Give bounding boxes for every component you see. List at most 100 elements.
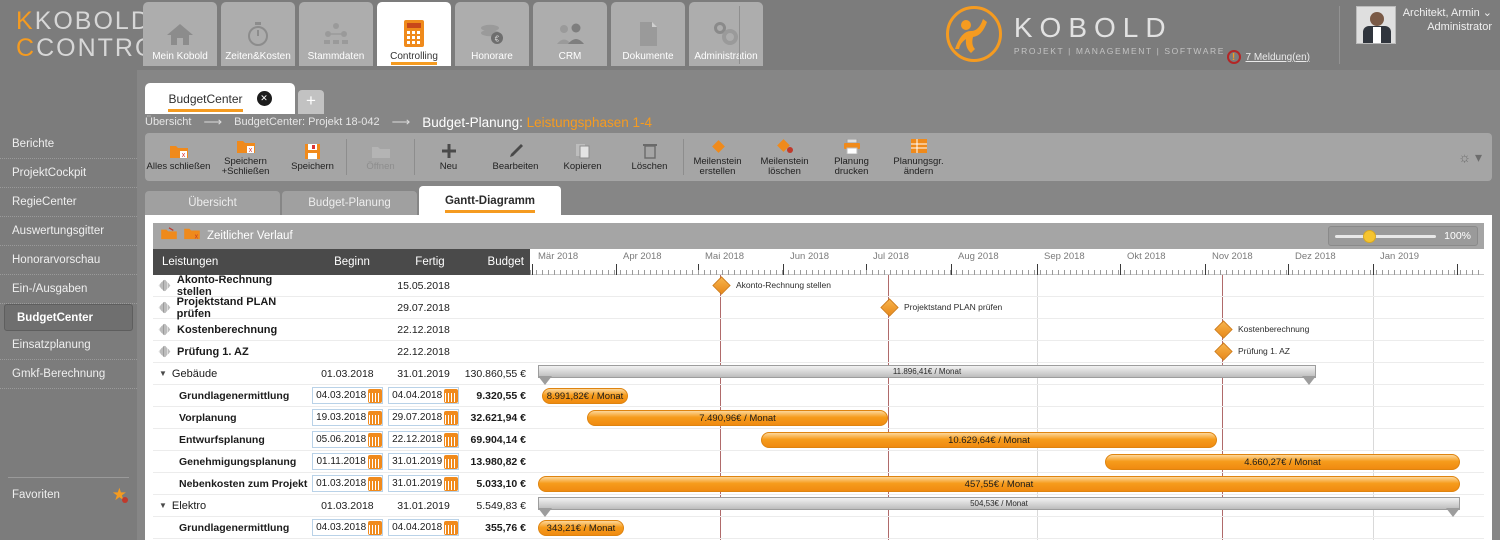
- nav-tab-dokumente[interactable]: Dokumente: [611, 2, 685, 66]
- milestone-marker[interactable]: [1214, 342, 1233, 361]
- nav-tab-controlling[interactable]: Controlling: [377, 2, 451, 66]
- breadcrumb-item-uebersicht[interactable]: Übersicht: [145, 116, 192, 128]
- toolbar-meilenstein-erstellen[interactable]: Meilenstein erstellen: [684, 135, 751, 179]
- sidebar-item-einsatzplanung[interactable]: Einsatzplanung: [0, 331, 137, 360]
- column-header-budget[interactable]: Budget: [487, 256, 524, 268]
- toolbar-planungsgr-aendern[interactable]: Planungsgr. ändern: [885, 135, 952, 179]
- calendar-icon[interactable]: [444, 520, 459, 535]
- calendar-icon[interactable]: [444, 410, 459, 425]
- zoom-slider-track[interactable]: [1335, 229, 1437, 243]
- date-input-beginn[interactable]: 01.11.2018: [312, 453, 383, 470]
- table-row[interactable]: Grundlagenermittlung 04.03.2018 04.04.20…: [153, 385, 530, 407]
- milestone-marker[interactable]: [712, 276, 731, 295]
- table-row[interactable]: Entwurfsplanung 05.06.2018 22.12.2018 69…: [153, 429, 530, 451]
- gantt-summary-bar[interactable]: 504,53€ / Monat: [538, 497, 1460, 517]
- table-row[interactable]: Grundlagenermittlung 04.03.2018 04.04.20…: [153, 517, 530, 539]
- table-row[interactable]: Akonto-Rechnung stellen 15.05.2018: [153, 274, 530, 298]
- table-row[interactable]: Genehmigungsplanung 01.11.2018 31.01.201…: [153, 451, 530, 473]
- gantt-bar[interactable]: 7.490,96€ / Monat: [587, 410, 888, 426]
- column-header-fertig[interactable]: Fertig: [415, 256, 445, 268]
- date-input-fertig[interactable]: 04.04.2018: [388, 387, 460, 404]
- nav-tab-administration[interactable]: Administration: [689, 2, 763, 66]
- toolbar-kopieren[interactable]: Kopieren: [549, 135, 616, 179]
- gantt-chart[interactable]: Mär 2018 Apr 2018 Mai 2018 Jun 2018 Jul …: [530, 249, 1484, 540]
- nav-tab-honorare[interactable]: € Honorare: [455, 2, 529, 66]
- messages-link[interactable]: ! 7 Meldung(en): [1226, 50, 1310, 64]
- toolbar-loeschen[interactable]: Löschen: [616, 135, 683, 179]
- sidebar-item-auswertungsgitter[interactable]: Auswertungsgitter: [0, 217, 137, 246]
- table-row[interactable]: Vorplanung 19.03.2018 29.07.2018 32.621,…: [153, 407, 530, 429]
- date-input-fertig[interactable]: 29.07.2018: [388, 409, 460, 426]
- gantt-timeline-axis[interactable]: Mär 2018 Apr 2018 Mai 2018 Jun 2018 Jul …: [530, 249, 1484, 275]
- tab-budget-planung[interactable]: Budget-Planung: [282, 191, 417, 215]
- folder-orange-icon[interactable]: [161, 227, 177, 245]
- sidebar-item-ein-ausgaben[interactable]: Ein-/Ausgaben: [0, 275, 137, 304]
- sidebar-item-berichte[interactable]: Berichte: [0, 130, 137, 159]
- gantt-bar[interactable]: 10.629,64€ / Monat: [761, 432, 1217, 448]
- date-input-beginn[interactable]: 05.06.2018: [312, 431, 384, 448]
- date-input-beginn[interactable]: 01.03.2018: [312, 475, 384, 492]
- milestone-marker[interactable]: [880, 298, 899, 317]
- column-header-leistungen[interactable]: Leistungen: [162, 256, 219, 268]
- date-input-fertig[interactable]: 04.04.2018: [388, 519, 460, 536]
- nav-tab-zeiten-kosten[interactable]: Zeiten&Kosten: [221, 2, 295, 66]
- gantt-bar[interactable]: 8.991,82€ / Monat: [542, 388, 628, 404]
- document-tab-budgetcenter[interactable]: BudgetCenter ✕: [145, 83, 295, 114]
- messages-label[interactable]: 7 Meldung(en): [1245, 51, 1310, 63]
- sidebar-item-favoriten[interactable]: Favoriten ★: [0, 482, 137, 508]
- gantt-bar[interactable]: 457,55€ / Monat: [538, 476, 1460, 492]
- toolbar-planung-drucken[interactable]: Planung drucken: [818, 135, 885, 179]
- nav-tab-stammdaten[interactable]: Stammdaten: [299, 2, 373, 66]
- add-tab-button[interactable]: +: [298, 90, 324, 114]
- zoom-slider-knob[interactable]: [1363, 229, 1377, 243]
- zoom-slider-control[interactable]: 100%: [1328, 226, 1478, 246]
- toolbar-speichern[interactable]: Speichern: [279, 135, 346, 179]
- calendar-icon[interactable]: [368, 432, 383, 447]
- user-menu[interactable]: Architekt, Armin ⌄ Administrator: [1355, 6, 1492, 44]
- toolbar-bearbeiten[interactable]: Bearbeiten: [482, 135, 549, 179]
- calendar-icon[interactable]: [368, 388, 383, 403]
- toolbar-alles-schliessen[interactable]: x Alles schließen: [145, 135, 212, 179]
- table-row-group[interactable]: ▼ Elektro 01.03.2018 31.01.2019 5.549,83 …: [153, 495, 530, 517]
- chevron-down-icon[interactable]: ▼: [159, 369, 167, 378]
- gantt-bar[interactable]: 343,21€ / Monat: [538, 520, 624, 536]
- date-input-beginn[interactable]: 19.03.2018: [312, 409, 384, 426]
- column-header-beginn[interactable]: Beginn: [334, 256, 370, 268]
- calendar-icon[interactable]: [368, 410, 383, 425]
- milestone-marker[interactable]: [1214, 320, 1233, 339]
- date-input-fertig[interactable]: 22.12.2018: [388, 431, 460, 448]
- date-input-beginn[interactable]: 04.03.2018: [312, 387, 384, 404]
- table-row-group[interactable]: ▼ Gebäude 01.03.2018 31.01.2019 130.860,5…: [153, 363, 530, 385]
- sidebar-item-gmkf-berechnung[interactable]: Gmkf-Berechnung: [0, 360, 137, 389]
- toolbar-speichern-schliessen[interactable]: x Speichern +Schließen: [212, 135, 279, 179]
- close-icon[interactable]: ✕: [256, 91, 272, 106]
- calendar-icon[interactable]: [444, 454, 459, 469]
- calendar-icon[interactable]: [368, 476, 383, 491]
- table-row[interactable]: Projektstand PLAN prüfen 29.07.2018: [153, 296, 530, 320]
- sidebar-item-projektcockpit[interactable]: ProjektCockpit: [0, 159, 137, 188]
- breadcrumb-item-budgetcenter[interactable]: BudgetCenter: Projekt 18-042: [234, 116, 380, 128]
- table-row[interactable]: Kostenberechnung 22.12.2018: [153, 319, 530, 341]
- calendar-icon[interactable]: [444, 388, 459, 403]
- date-input-fertig[interactable]: 31.01.2019: [388, 475, 460, 492]
- calendar-icon[interactable]: [367, 454, 382, 469]
- gantt-summary-bar[interactable]: 11.896,41€ / Monat: [538, 365, 1316, 385]
- calendar-icon[interactable]: [368, 520, 383, 535]
- sidebar-item-budgetcenter[interactable]: BudgetCenter: [4, 304, 133, 331]
- toolbar-meilenstein-loeschen[interactable]: Meilenstein löschen: [751, 135, 818, 179]
- chevron-down-icon[interactable]: ⌄: [1482, 7, 1492, 19]
- folder-close-orange-icon[interactable]: x: [184, 227, 200, 245]
- chevron-down-icon[interactable]: ▼: [159, 501, 167, 510]
- calendar-icon[interactable]: [444, 432, 459, 447]
- sun-settings-icon[interactable]: ☼ ▾: [1458, 149, 1482, 165]
- nav-tab-mein-kobold[interactable]: Mein Kobold: [143, 2, 217, 66]
- calendar-icon[interactable]: [444, 476, 459, 491]
- sidebar-item-honorarvorschau[interactable]: Honorarvorschau: [0, 246, 137, 275]
- table-row[interactable]: Nebenkosten zum Projekt 01.03.2018 31.01…: [153, 473, 530, 495]
- star-icon[interactable]: ★: [111, 485, 128, 504]
- sidebar-item-regiecenter[interactable]: RegieCenter: [0, 188, 137, 217]
- gantt-bar[interactable]: 4.660,27€ / Monat: [1105, 454, 1460, 470]
- toolbar-neu[interactable]: Neu: [415, 135, 482, 179]
- date-input-fertig[interactable]: 31.01.2019: [388, 453, 460, 470]
- date-input-beginn[interactable]: 04.03.2018: [312, 519, 384, 536]
